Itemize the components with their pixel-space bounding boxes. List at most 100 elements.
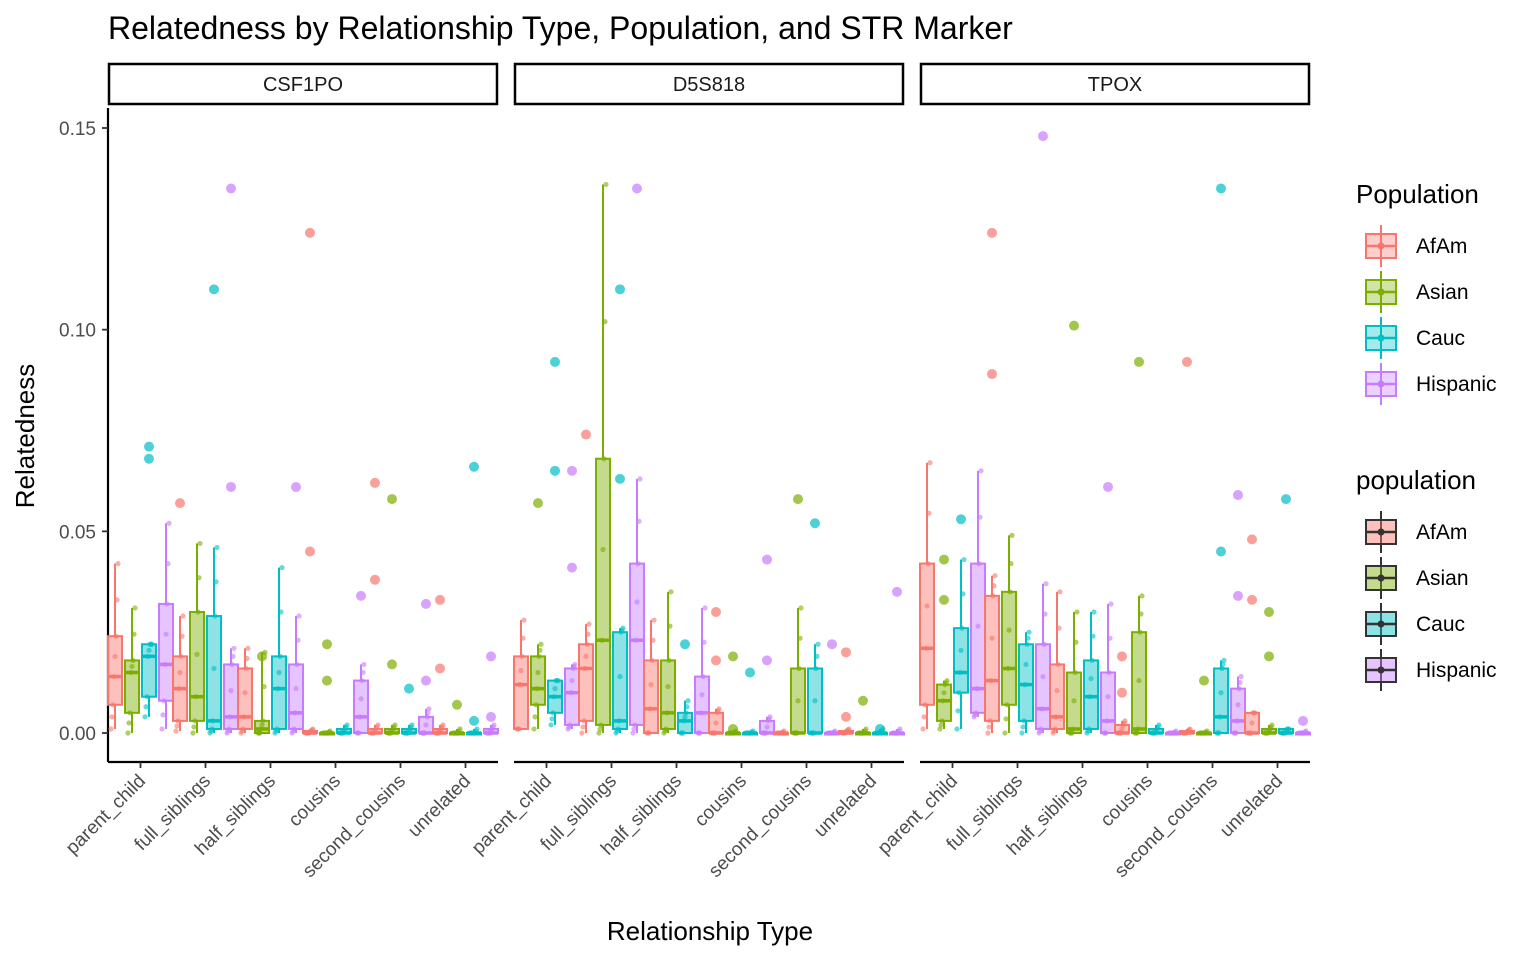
box-hispanic-half_siblings [1100,481,1116,736]
jitter-point [244,655,250,661]
outlier-point [939,554,949,565]
jitter-point [1122,718,1128,724]
outlier-point [762,554,772,565]
jitter-point [680,730,686,736]
jitter-point [925,561,931,567]
box-iqr [1230,687,1246,735]
legend-item-afam: AfAm [1365,511,1467,553]
jitter-point [699,692,705,698]
jitter-point [580,724,586,730]
outlier-point [793,494,803,505]
jitter-point [664,710,670,716]
box-cauc-parent_child [953,514,969,732]
box-asian-second_cousins [1196,675,1212,736]
box-asian-unrelated [1261,607,1277,736]
jitter-point [603,181,609,188]
jitter-point [292,710,298,716]
box-cauc-full_siblings [612,284,628,736]
outlier-point [632,183,642,194]
outlier-point [305,227,315,238]
y-tick-label: 0.00 [59,724,96,745]
jitter-point [242,690,248,696]
jitter-point [1002,730,1008,736]
jitter-point [165,561,171,567]
jitter-point [1135,726,1141,732]
jitter-point [1057,589,1063,595]
jitter-point [555,677,561,684]
jitter-point [549,716,555,722]
facet-strip [919,62,1311,106]
outlier-point [1216,183,1226,194]
jitter-point [551,694,557,700]
jitter-point [812,698,818,704]
box-hispanic-full_siblings [1035,131,1051,736]
outlier-point [486,651,496,662]
x-tick-label: unrelated [810,771,881,842]
jitter-point [1137,629,1143,635]
jitter-point [259,722,265,728]
jitter-point [1024,641,1030,647]
jitter-point [636,518,642,524]
jitter-point [293,686,299,692]
legend-key-point [1377,334,1385,342]
jitter-point [1019,730,1025,736]
jitter-point [1004,702,1010,708]
jitter-point [212,613,218,619]
jitter-point [190,730,196,736]
box-iqr [353,679,369,734]
jitter-point [992,573,998,579]
jitter-point [422,730,428,736]
box-cauc-half_siblings [1083,609,1099,736]
jitter-point [162,661,168,668]
panel-tpox: TPOXparent_childfull_siblingshalf_siblin… [874,62,1311,882]
jitter-point [179,633,185,639]
jitter-point [897,726,903,732]
jitter-point [1040,673,1046,680]
jitter-point [210,718,216,724]
outlier-point [1103,481,1113,492]
outlier-point [892,586,902,597]
outlier-point [305,546,315,557]
box-asian-cousins [725,651,741,736]
jitter-point [146,647,152,653]
box-hispanic-unrelated [1295,715,1311,736]
facet-strip-label: CSF1PO [263,74,343,96]
outlier-point [875,723,885,734]
jitter-point [356,730,362,736]
jitter-point [227,714,233,720]
jitter-point [1089,657,1095,664]
jitter-point [1022,682,1028,688]
outlier-point [987,369,997,380]
jitter-point [666,657,672,664]
jitter-point [986,724,992,730]
jitter-point [258,726,264,732]
panel-csf1po: CSF1PO0.000.050.100.15parent_childfull_s… [59,62,499,882]
jitter-point [197,540,203,547]
legend-key-point [1377,528,1385,536]
jitter-point [209,726,215,732]
outlier-point [581,429,591,440]
jitter-point [697,730,703,736]
jitter-point [1072,669,1078,676]
jitter-point [988,677,994,684]
box-asian-half_siblings [1066,320,1082,736]
jitter-point [597,726,603,732]
jitter-point [425,710,431,716]
jitter-point [517,682,523,688]
jitter-point [175,718,181,724]
chart-title: Relatedness by Relationship Type, Popula… [108,10,1013,46]
jitter-point [261,684,267,690]
jitter-point [1237,679,1243,686]
jitter-point [358,696,364,702]
outlier-point [435,663,445,674]
jitter-point [145,653,151,659]
jitter-point [815,641,821,647]
box-hispanic-full_siblings [629,183,645,736]
y-tick-label: 0.10 [59,321,96,342]
legend-1: Population AfAm Asian Cauc Hispanic [1356,179,1497,405]
jitter-point [344,722,350,728]
outlier-point [1233,590,1243,601]
outlier-point [762,655,772,666]
jitter-point [535,669,541,676]
